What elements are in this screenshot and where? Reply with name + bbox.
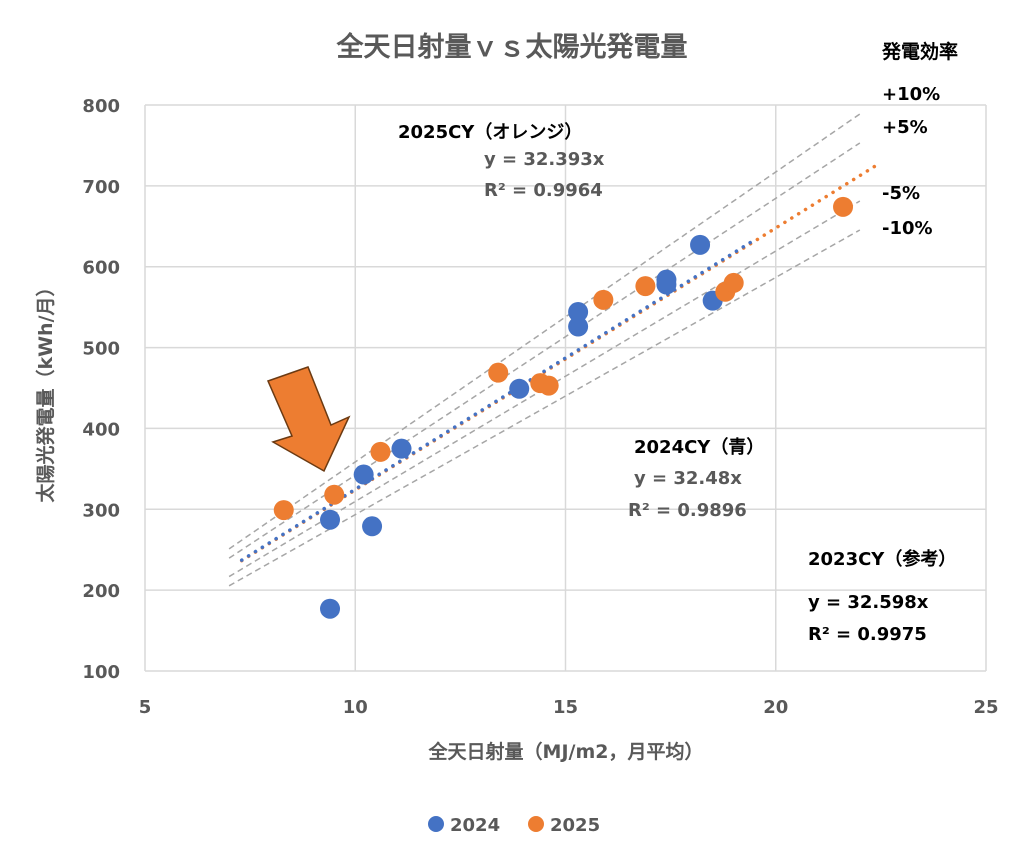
y-tick-label: 500 — [82, 339, 120, 360]
x-axis-title: 全天日射量（MJ/m2，月平均） — [428, 740, 704, 763]
reference-line — [228, 142, 861, 559]
y-tick-label: 100 — [82, 662, 120, 683]
annotation-2023-equation: y = 32.598x — [808, 592, 929, 613]
y-tick-label: 300 — [82, 500, 120, 521]
annotation-2023-r2: R² = 0.9975 — [808, 624, 927, 645]
y-axis-title: 太陽光発電量（kWh/月） — [34, 277, 57, 502]
annotation-2025-r2: R² = 0.9964 — [484, 180, 603, 201]
x-tick-label: 10 — [343, 697, 368, 718]
data-point-2025 — [273, 500, 294, 521]
x-tick-label: 25 — [973, 697, 998, 718]
arrow-annotation-icon — [266, 366, 351, 473]
ref-label-minus5: -5% — [882, 183, 920, 204]
data-point-2025 — [833, 196, 854, 217]
data-points — [273, 196, 854, 619]
x-tick-label: 15 — [553, 697, 578, 718]
annotation-2024-r2: R² = 0.9896 — [628, 500, 747, 521]
legend-label-2025: 2025 — [550, 815, 600, 836]
data-point-2024 — [353, 464, 374, 485]
y-tick-label: 800 — [82, 96, 120, 117]
data-point-2025 — [723, 272, 744, 293]
ref-label-plus10: +10% — [882, 84, 940, 105]
y-tick-label: 200 — [82, 581, 120, 602]
data-point-2024 — [391, 438, 412, 459]
data-point-2024 — [656, 274, 677, 295]
legend-marker-2024 — [428, 816, 444, 832]
data-point-2024 — [320, 509, 341, 530]
data-point-2025 — [635, 276, 656, 297]
legend-label-2024: 2024 — [450, 815, 500, 836]
annotation-2024-equation: y = 32.48x — [634, 468, 742, 489]
data-point-2025 — [370, 441, 391, 462]
tick-labels: 100 200 300 400 500 600 700 800 5 10 15 20 25 — [82, 96, 998, 718]
y-tick-label: 600 — [82, 258, 120, 279]
data-point-2025 — [593, 289, 614, 310]
data-point-2024 — [320, 598, 341, 619]
x-tick-label: 20 — [763, 697, 788, 718]
ref-label-plus5: +5% — [882, 117, 928, 138]
chart-title: 全天日射量ｖｓ太陽光発電量 — [336, 31, 688, 63]
annotation-2023-label: 2023CY（参考） — [808, 548, 956, 570]
reference-line — [228, 113, 861, 550]
data-point-2024 — [568, 316, 589, 337]
data-point-2025 — [538, 375, 559, 396]
legend-marker-2025 — [528, 816, 544, 832]
annotation-2025-label: 2025CY（オレンジ） — [398, 122, 582, 143]
annotation-2025-equation: y = 32.393x — [484, 149, 605, 170]
data-point-2025 — [324, 484, 345, 505]
ref-label-minus10: -10% — [882, 218, 933, 239]
legend: 2024 2025 — [428, 815, 600, 836]
y-tick-label: 700 — [82, 177, 120, 198]
data-point-2025 — [488, 362, 509, 383]
data-point-2024 — [509, 378, 530, 399]
efficiency-header: 発電効率 — [881, 40, 958, 63]
x-tick-label: 5 — [139, 697, 152, 718]
data-point-2024 — [690, 234, 711, 255]
annotation-2024-label: 2024CY（青） — [634, 437, 764, 458]
y-tick-label: 400 — [82, 419, 120, 440]
data-point-2024 — [568, 301, 589, 322]
data-point-2024 — [362, 516, 383, 537]
